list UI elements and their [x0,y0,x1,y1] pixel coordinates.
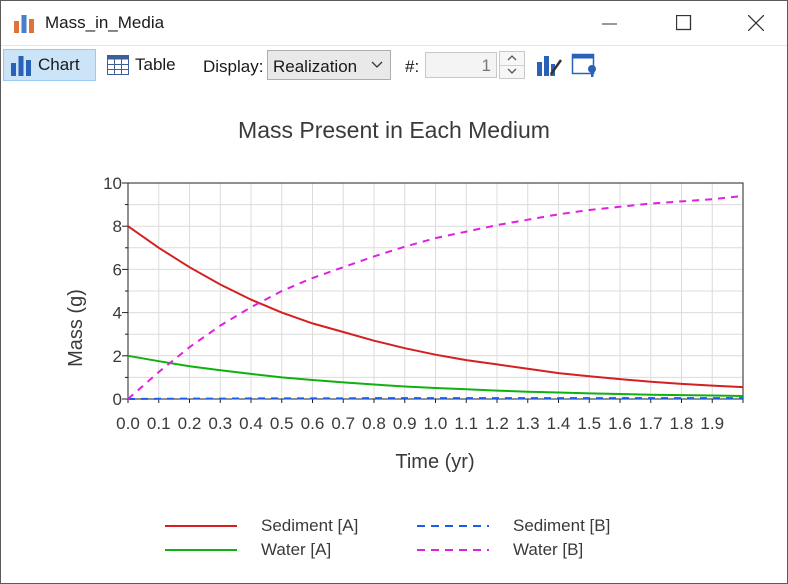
spin-up-button[interactable] [500,52,524,66]
x-tick-label: 1.1 [454,414,478,433]
window-properties-button[interactable] [571,52,599,80]
legend-label-water-a: Water [A] [261,540,332,559]
x-tick-label: 1.4 [547,414,571,433]
chart-properties-icon [537,56,563,76]
series-line-sediment-a [127,225,744,389]
realization-number-input[interactable]: 1 [425,52,497,78]
window-title: Mass_in_Media [45,13,165,32]
legend-swatch-sediment-a [165,525,237,527]
window-properties-icon [571,53,596,77]
x-tick-label: 0.2 [178,414,202,433]
table-view-button[interactable]: Table [101,49,185,81]
chart-view-button[interactable]: Chart [3,49,96,81]
spin-down-button[interactable] [500,65,524,78]
x-tick-label: 0.1 [147,414,171,433]
spin-down-icon [507,68,517,74]
spin-up-icon [507,55,517,61]
display-label: Display: [203,57,264,76]
x-tick-label: 1.2 [485,414,509,433]
legend-label-sediment-b: Sediment [B] [513,516,611,535]
display-value: Realization [273,57,358,76]
legend-swatch-sediment-b [417,525,489,527]
y-tick-label: 0 [113,390,122,409]
legend-swatch-water-b [417,549,489,551]
toolbar: Chart Table Display: Realization #: 1 [1,46,787,84]
x-tick-label: 0.8 [362,414,386,433]
close-button[interactable] [733,1,779,45]
y-axis-title: Mass (g) [65,289,87,367]
maximize-icon [676,15,692,31]
series-line-water-a [127,354,744,397]
chart-legend: Sediment [A] Water [A] Sediment [B] Wate… [1,515,787,575]
table-view-label: Table [135,55,176,74]
chart-title: Mass Present in Each Medium [238,117,550,143]
bar-chart-app-icon [14,15,34,33]
series-line-water-b [127,195,744,400]
display-dropdown[interactable]: Realization [267,50,391,80]
y-tick-label: 6 [113,260,122,279]
legend-swatch-water-a [165,549,237,551]
y-tick-label: 4 [113,304,122,323]
x-tick-label: 1.9 [700,414,724,433]
x-tick-label: 0.7 [331,414,355,433]
x-tick-label: 0.6 [301,414,325,433]
legend-label-water-b: Water [B] [513,540,584,559]
minimize-button[interactable] [587,1,633,45]
x-tick-label: 0.5 [270,414,294,433]
chart-area: Mass Present in Each Medium 0 2 4 6 8 10 0.0 0.… [1,85,787,583]
x-tick-label: 1.3 [516,414,540,433]
y-tick-label: 8 [113,217,122,236]
table-icon [107,55,129,75]
maximize-button[interactable] [661,1,707,45]
realization-spinner [499,51,525,79]
realization-number-label: #: [405,57,420,76]
close-icon [748,15,764,31]
x-axis-title: Time (yr) [395,451,475,473]
line-chart: 0 2 4 6 8 10 0.0 0.1 0.2 0.3 0.4 0.5 0.6 0.7 0.8 0.9 1.0… [103,174,744,433]
chevron-down-icon [371,61,383,68]
x-tick-label: 0.9 [393,414,417,433]
x-tick-label: 1.0 [424,414,448,433]
x-tick-label: 1.7 [639,414,663,433]
x-tick-label: 1.5 [577,414,601,433]
series-line-sediment-b [127,397,743,400]
x-tick-label: 1.8 [670,414,694,433]
chart-properties-button[interactable] [535,52,563,80]
x-tick-label: 1.6 [608,414,632,433]
minimize-icon [602,23,617,25]
x-tick-label: 0.3 [208,414,232,433]
x-tick-label: 0.0 [116,414,140,433]
y-tick-label: 10 [103,174,122,193]
x-tick-label: 0.4 [239,414,263,433]
title-bar[interactable]: Mass_in_Media [1,1,787,46]
legend-label-sediment-a: Sediment [A] [261,516,359,535]
y-tick-label: 2 [113,347,122,366]
chart-view-label: Chart [38,55,80,74]
bar-chart-icon [11,56,31,76]
